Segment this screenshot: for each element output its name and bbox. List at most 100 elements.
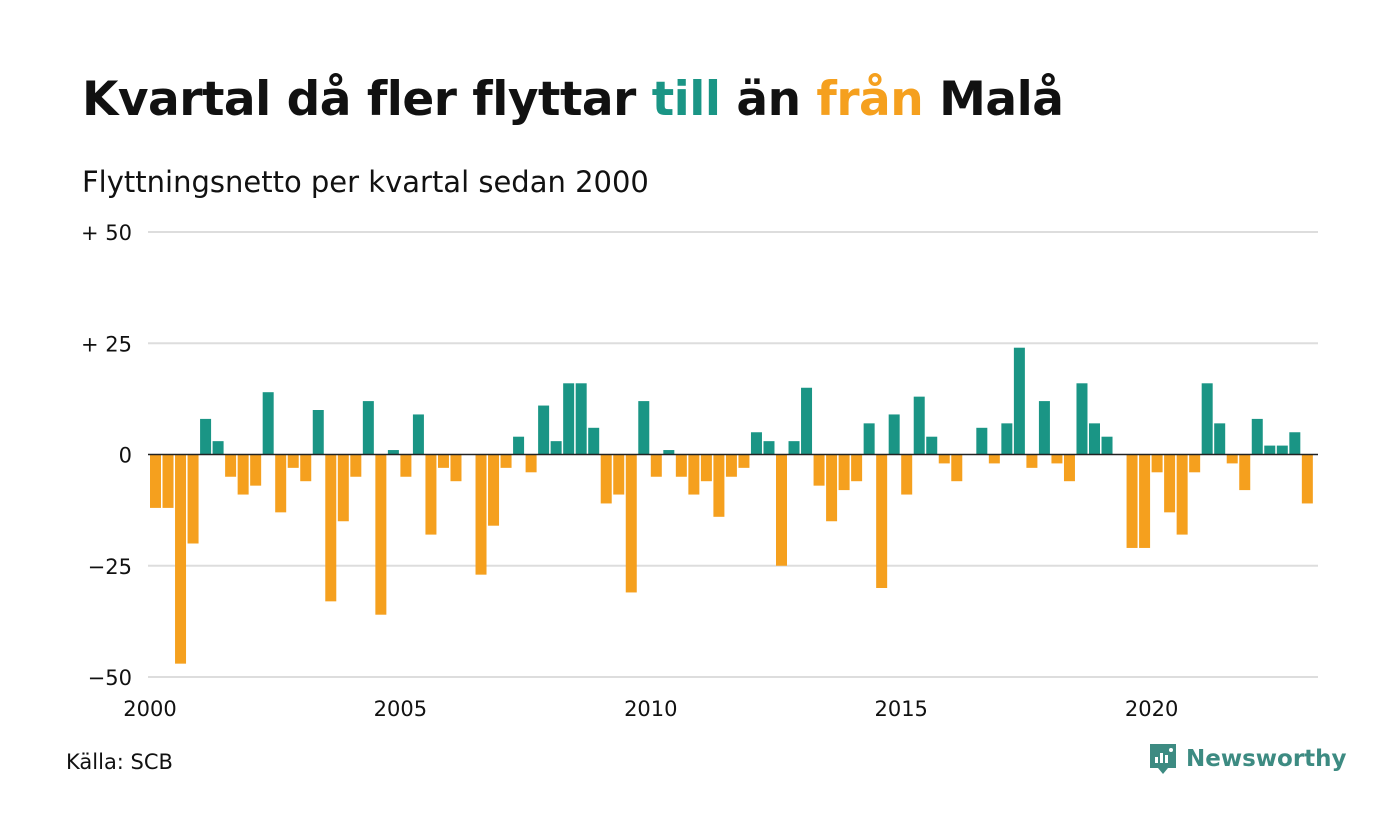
bar-2000K4 xyxy=(187,454,199,544)
bar-2009K1 xyxy=(600,454,612,504)
bar-2007K4 xyxy=(538,405,550,455)
x-tick-label: 2020 xyxy=(1125,697,1178,721)
y-tick-label: + 50 xyxy=(81,221,132,245)
title-till: till xyxy=(651,72,721,127)
bar-2011K4 xyxy=(738,454,750,468)
bar-2018K3 xyxy=(1076,383,1088,455)
bar-2001K1 xyxy=(200,418,212,455)
bar-2012K2 xyxy=(763,441,775,455)
bar-2019K1 xyxy=(1101,436,1113,455)
title-part-1: Kvartal då fler flyttar xyxy=(82,72,652,127)
bar-2016K4 xyxy=(988,454,1000,464)
bar-2009K2 xyxy=(613,454,625,495)
grid-lines xyxy=(148,231,1318,678)
x-tick-label: 2005 xyxy=(374,697,427,721)
bar-2008K1 xyxy=(550,441,562,455)
bar-2018K2 xyxy=(1063,454,1075,482)
y-tick-label: 0 xyxy=(119,444,132,468)
bar-2005K1 xyxy=(400,454,412,477)
bar-2001K2 xyxy=(212,441,224,455)
bar-2018K1 xyxy=(1051,454,1063,464)
bar-2006K1 xyxy=(450,454,462,482)
bar-2013K2 xyxy=(813,454,825,486)
bar-2010K3 xyxy=(675,454,687,477)
bar-2007K2 xyxy=(513,436,525,455)
bar-2013K4 xyxy=(838,454,850,491)
title-fran: från xyxy=(816,72,924,127)
bar-2017K4 xyxy=(1038,401,1050,455)
bar-2022K4 xyxy=(1289,432,1301,455)
bar-2020K1 xyxy=(1151,454,1163,473)
bar-2004K2 xyxy=(362,401,374,455)
y-tick-label: −50 xyxy=(88,666,132,690)
bar-2001K3 xyxy=(225,454,237,477)
bar-2012K1 xyxy=(750,432,762,455)
bar-2020K2 xyxy=(1164,454,1176,513)
bar-2019K4 xyxy=(1139,454,1151,548)
bar-2018K4 xyxy=(1089,423,1100,455)
bar-2009K4 xyxy=(638,401,650,455)
bar-2014K2 xyxy=(863,423,875,455)
bar-2020K3 xyxy=(1176,454,1188,535)
source-note: Källa: SCB xyxy=(66,750,173,774)
chart-subtitle: Flyttningsnetto per kvartal sedan 2000 xyxy=(82,165,649,199)
bar-2000K1 xyxy=(150,454,161,508)
bar-2017K1 xyxy=(1001,423,1013,455)
bar-2015K2 xyxy=(913,396,925,455)
bar-2003K3 xyxy=(325,454,337,602)
bar-2014K4 xyxy=(888,414,900,455)
bar-2022K2 xyxy=(1264,445,1276,455)
bar-2016K3 xyxy=(976,427,988,455)
bar-2013K1 xyxy=(801,387,813,455)
bar-2015K4 xyxy=(938,454,950,464)
bar-2010K1 xyxy=(650,454,662,477)
bar-2000K3 xyxy=(175,454,187,664)
bar-2021K1 xyxy=(1201,383,1213,455)
bar-2001K4 xyxy=(237,454,249,495)
bar-2005K4 xyxy=(437,454,449,468)
bar-2008K2 xyxy=(563,383,575,455)
x-tick-label: 2015 xyxy=(874,697,927,721)
bar-2007K3 xyxy=(525,454,537,473)
bar-2002K2 xyxy=(262,392,274,455)
bar-2011K1 xyxy=(700,454,712,482)
y-tick-label: −25 xyxy=(88,555,132,579)
bar-2011K2 xyxy=(713,454,725,517)
bar-2006K3 xyxy=(475,454,487,575)
bar-2022K3 xyxy=(1276,445,1288,455)
bar-2010K2 xyxy=(663,450,675,455)
bar-2003K1 xyxy=(300,454,312,482)
bar-2021K2 xyxy=(1214,423,1226,455)
bar-2015K3 xyxy=(926,436,938,455)
bar-2021K3 xyxy=(1226,454,1238,464)
bar-2000K2 xyxy=(162,454,174,508)
bar-2011K3 xyxy=(725,454,737,477)
bar-2005K3 xyxy=(425,454,437,535)
bars xyxy=(150,347,1313,664)
y-axis-ticks: + 50 + 25 0 −25 −50 xyxy=(81,221,132,690)
bar-2004K1 xyxy=(350,454,362,477)
bar-2003K2 xyxy=(312,410,324,455)
bar-2004K4 xyxy=(387,450,399,455)
bar-2008K3 xyxy=(575,383,587,455)
x-tick-label: 2000 xyxy=(123,697,176,721)
bar-2006K4 xyxy=(488,454,500,526)
bar-2023K1 xyxy=(1301,454,1313,504)
brand-logo: Newsworthy xyxy=(1148,742,1347,776)
bar-2017K3 xyxy=(1026,454,1038,468)
bar-2004K3 xyxy=(375,454,387,615)
brand-name: Newsworthy xyxy=(1186,746,1347,772)
x-tick-label: 2010 xyxy=(624,697,677,721)
bar-2013K3 xyxy=(826,454,838,522)
bar-2005K2 xyxy=(412,414,424,455)
bar-2012K3 xyxy=(776,454,787,566)
bar-2020K4 xyxy=(1189,454,1201,473)
bar-2008K4 xyxy=(588,427,600,455)
x-axis-ticks: 2000 2005 2010 2015 2020 xyxy=(123,697,1178,721)
bar-2002K3 xyxy=(275,454,287,513)
bar-2010K4 xyxy=(688,454,700,495)
title-part-3: Malå xyxy=(923,72,1064,127)
bar-2022K1 xyxy=(1251,418,1263,455)
bar-2014K1 xyxy=(851,454,863,482)
